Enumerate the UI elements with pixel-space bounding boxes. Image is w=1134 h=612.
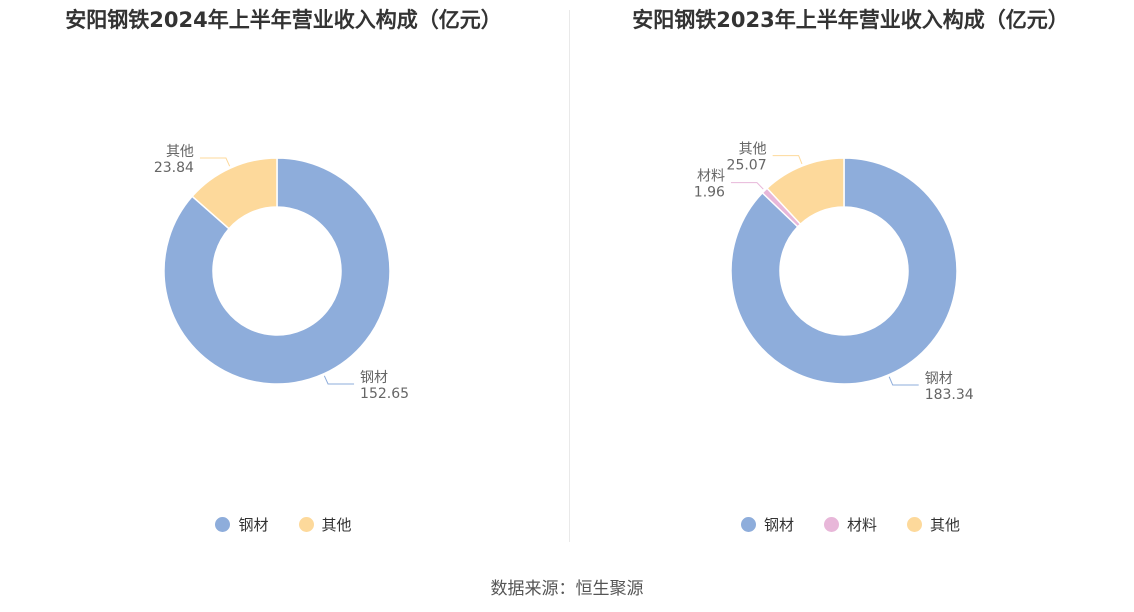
legend-marker: [298, 517, 314, 532]
legend-marker: [740, 517, 756, 532]
chart-2023: 安阳钢铁2023年上半年营业收入构成（亿元） 钢材 183.34 材料 1.96 其他 2…: [567, 0, 1134, 550]
legend-marker: [215, 517, 231, 532]
legend-label: 其他: [321, 516, 352, 534]
leader-line-其他: [772, 155, 803, 165]
slice-其他: [191, 157, 278, 230]
legend-2024: 钢材 其他: [0, 514, 567, 535]
legend-item-材料[interactable]: 材料: [823, 514, 877, 535]
slice-label-value: 1.96: [694, 185, 725, 201]
leader-line-钢材: [888, 376, 919, 386]
leader-line-其他: [199, 157, 231, 167]
chart-title-2024: 安阳钢铁2024年上半年营业收入构成（亿元）: [65, 8, 502, 32]
slice-label-value: 152.65: [360, 386, 409, 402]
legend-label: 其他: [930, 516, 961, 534]
data-source: 数据来源：恒生聚源: [490, 579, 644, 599]
leader-line-材料: [730, 182, 764, 190]
legend-label: 钢材: [763, 516, 794, 534]
slice-钢材: [163, 157, 391, 385]
slice-label-value: 183.34: [925, 387, 974, 403]
legend-item-其他[interactable]: 其他: [907, 514, 960, 535]
slice-label-name: 其他: [739, 142, 767, 158]
legend-item-钢材[interactable]: 钢材: [215, 514, 269, 535]
slice-label-name: 钢材: [925, 371, 953, 387]
slice-其他: [766, 157, 845, 226]
legend-marker: [823, 517, 839, 532]
slice-label-name: 材料: [697, 169, 725, 185]
legend-marker: [907, 517, 922, 532]
legend-item-钢材[interactable]: 钢材: [740, 514, 794, 535]
legend-item-其他[interactable]: 其他: [298, 514, 352, 535]
leader-line-钢材: [323, 375, 355, 385]
slice-钢材: [730, 157, 958, 385]
legend-2023: 钢材 材料 其他: [567, 514, 1134, 535]
chart-title-2023: 安阳钢铁2023年上半年营业收入构成（亿元）: [632, 8, 1069, 32]
slice-label-name: 钢材: [360, 370, 388, 386]
panel-divider: [569, 10, 570, 542]
slice-label-name: 其他: [166, 144, 194, 160]
slice-label-value: 25.07: [727, 158, 767, 174]
legend-label: 材料: [846, 516, 877, 534]
chart-2024: 安阳钢铁2024年上半年营业收入构成（亿元） 钢材 152.65 其他 23.84 钢…: [0, 0, 567, 550]
slice-label-value: 23.84: [154, 160, 194, 176]
legend-label: 钢材: [238, 516, 269, 534]
